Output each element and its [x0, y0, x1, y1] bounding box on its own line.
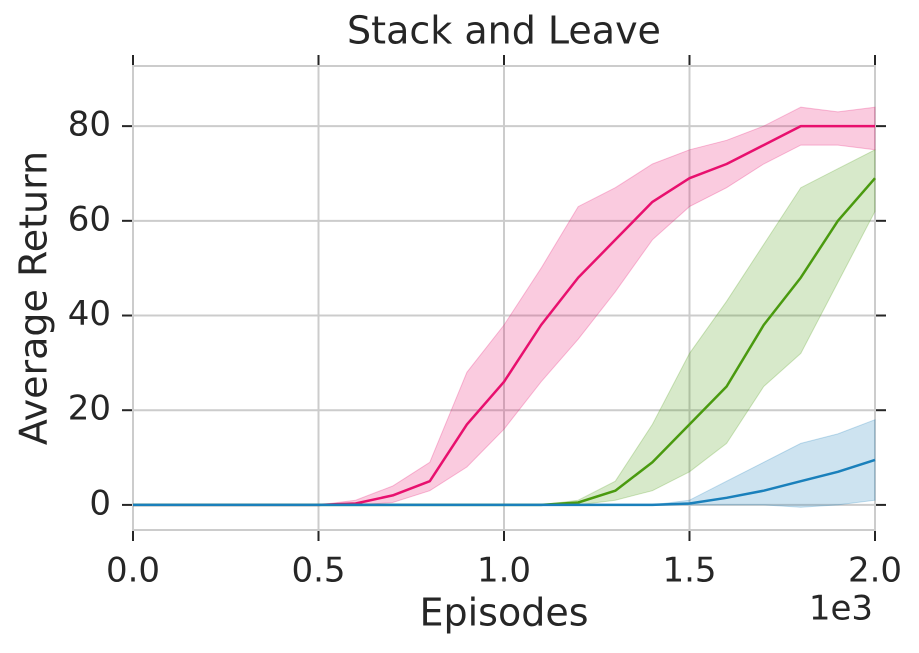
x-axis-label: Episodes — [419, 591, 588, 635]
confidence-band — [133, 106, 876, 506]
y-tick-label: 80 — [68, 105, 111, 145]
plot-frame — [132, 65, 876, 531]
y-tick-label: 0 — [89, 483, 111, 523]
y-tick-label: 20 — [68, 389, 111, 429]
x-offset-label: 1e3 — [809, 589, 873, 629]
x-tick-label: 0.5 — [291, 551, 345, 591]
y-tick-label: 40 — [68, 294, 111, 334]
x-tick-label: 1.0 — [477, 551, 531, 591]
y-tick-label: 60 — [68, 199, 111, 239]
chart-title: Stack and Leave — [347, 9, 661, 53]
y-axis-label: Average Return — [12, 151, 56, 445]
x-tick-label: 1.5 — [662, 551, 716, 591]
x-tick-label: 0.0 — [106, 551, 160, 591]
series-line — [133, 458, 876, 507]
x-tick-label: 2.0 — [848, 551, 902, 591]
